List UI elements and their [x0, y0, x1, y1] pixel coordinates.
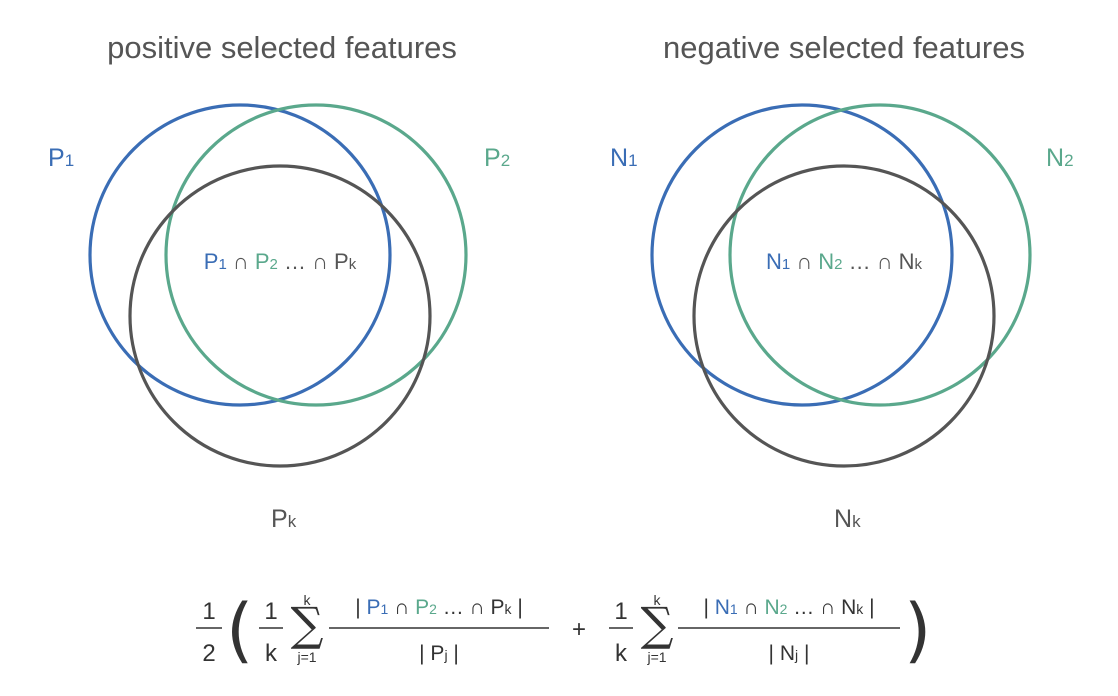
set-nk-circle — [692, 164, 996, 468]
set-pk-circle — [128, 164, 432, 468]
set-p2-label: P2 — [484, 144, 510, 172]
open-parenthesis: ( — [226, 589, 253, 671]
outer-fraction-numerator: 1 — [202, 598, 215, 625]
neg-sigma: ∑ — [641, 597, 674, 651]
set-pk-label: Pk — [271, 505, 297, 533]
neg-main-numerator: | N1 ∩ N2 … ∩ Nk | — [703, 596, 874, 619]
pos-main-numerator: | P1 ∩ P2 … ∩ Pk | — [355, 596, 523, 619]
neg-main-denominator: | Nj | — [769, 642, 810, 665]
set-p1-label: P1 — [48, 144, 74, 172]
stability-formula: 1 2 ( 1 k k ∑ j=1 | P1 ∩ P2 … ∩ Pk | | P… — [196, 589, 931, 671]
set-p1-circle — [88, 103, 392, 407]
pos-inner-fraction-denominator: k — [265, 640, 278, 667]
neg-inner-fraction-numerator: 1 — [614, 598, 627, 625]
pos-sum-upper: k — [304, 592, 312, 608]
neg-sum-lower: j=1 — [646, 649, 666, 665]
positive-panel: positive selected features P1 P2 Pk P1 ∩… — [48, 30, 510, 533]
pos-sigma: ∑ — [291, 597, 324, 651]
close-parenthesis: ) — [904, 589, 931, 671]
outer-fraction-denominator: 2 — [202, 640, 215, 667]
negative-panel: negative selected features N1 N2 Nk N1 ∩… — [610, 30, 1074, 533]
plus-sign: + — [572, 616, 586, 643]
set-n2-label: N2 — [1046, 144, 1074, 172]
negative-intersection-label: N1 ∩ N2 … ∩ Nk — [766, 249, 923, 274]
pos-inner-fraction-numerator: 1 — [264, 598, 277, 625]
set-n1-label: N1 — [610, 144, 638, 172]
negative-title: negative selected features — [663, 30, 1025, 65]
set-n2-circle — [728, 103, 1032, 407]
positive-intersection-label: P1 ∩ P2 … ∩ Pk — [204, 249, 357, 274]
neg-sum-upper: k — [654, 592, 662, 608]
set-n1-circle — [650, 103, 954, 407]
pos-sum-lower: j=1 — [296, 649, 316, 665]
positive-title: positive selected features — [107, 30, 457, 65]
pos-main-denominator: | Pj | — [419, 642, 459, 665]
neg-inner-fraction-denominator: k — [615, 640, 628, 667]
set-nk-label: Nk — [834, 505, 861, 533]
set-p2-circle — [164, 103, 468, 407]
